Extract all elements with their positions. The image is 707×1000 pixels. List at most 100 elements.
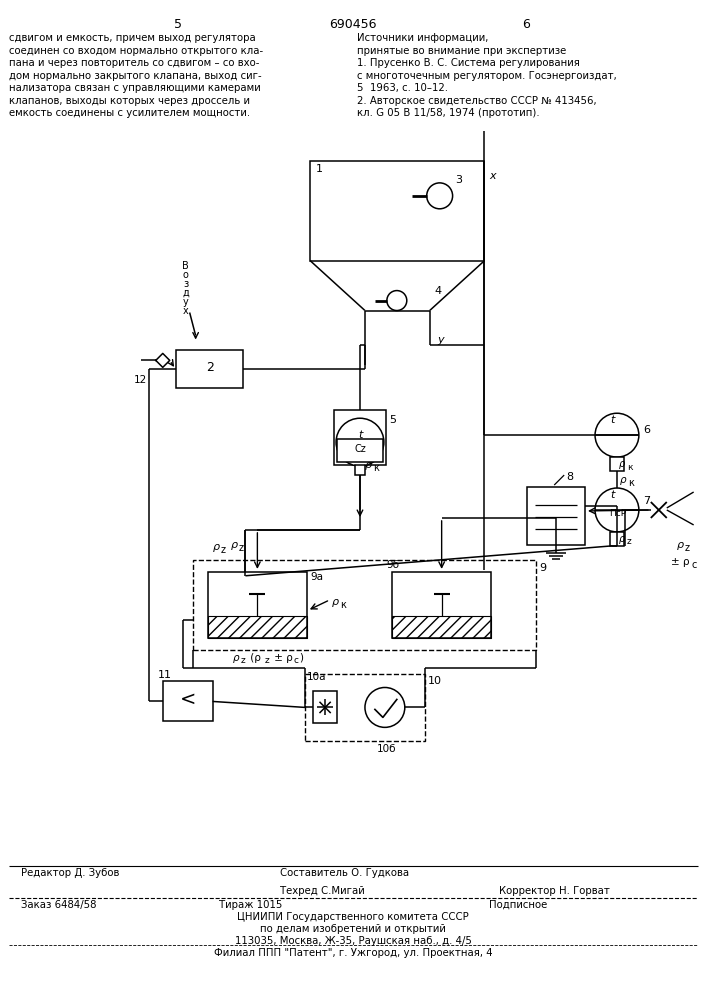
- Bar: [208, 572, 307, 638]
- Text: 3: 3: [455, 175, 462, 185]
- Text: 6: 6: [522, 18, 530, 31]
- Text: у: у: [183, 297, 189, 307]
- Text: Заказ 6484/58: Заказ 6484/58: [21, 900, 97, 910]
- Text: х: х: [183, 306, 189, 316]
- Text: z: z: [221, 545, 226, 555]
- Text: ): ): [299, 653, 303, 663]
- Text: z: z: [240, 656, 245, 665]
- Bar: [310, 161, 484, 261]
- Text: <: <: [180, 690, 196, 709]
- Text: 5: 5: [174, 18, 182, 31]
- Text: c: c: [293, 656, 298, 665]
- Text: ρ: ρ: [365, 460, 372, 470]
- Text: 1. Прусенко В. С. Система регулирования: 1. Прусенко В. С. Система регулирования: [357, 58, 580, 68]
- Text: 7: 7: [643, 496, 650, 506]
- Text: c: c: [691, 560, 697, 570]
- Text: t: t: [610, 415, 614, 425]
- Bar: [192, 560, 537, 650]
- Text: t: t: [358, 430, 362, 440]
- Text: 10б: 10б: [377, 744, 397, 754]
- Text: с многоточечным регулятором. Госэнергоиздат,: с многоточечным регулятором. Госэнергоиз…: [357, 71, 617, 81]
- Text: по делам изобретений и открытий: по делам изобретений и открытий: [260, 924, 446, 934]
- Text: 4: 4: [435, 286, 442, 296]
- Text: 5: 5: [389, 415, 396, 425]
- Text: 9б: 9б: [387, 560, 400, 570]
- Text: 1: 1: [316, 164, 323, 174]
- Text: ± ρ: ± ρ: [671, 557, 689, 567]
- Text: ρ: ρ: [677, 540, 684, 550]
- Text: x: x: [489, 171, 496, 181]
- Text: Подписное: Подписное: [489, 900, 548, 910]
- Bar: [176, 350, 243, 388]
- Text: ρ: ρ: [332, 597, 339, 607]
- Text: кл. G 05 В 11/58, 1974 (прототип).: кл. G 05 В 11/58, 1974 (прототип).: [357, 108, 539, 118]
- Circle shape: [427, 183, 452, 209]
- Text: Техред С.Мигай: Техред С.Мигай: [280, 886, 365, 896]
- Text: z: z: [264, 656, 269, 665]
- Text: z: z: [684, 543, 690, 553]
- Text: Тираж 1015: Тираж 1015: [218, 900, 282, 910]
- Text: ± ρ: ± ρ: [271, 653, 293, 663]
- Text: ρ: ρ: [620, 475, 626, 485]
- Text: к: к: [627, 463, 633, 472]
- Text: В: В: [182, 261, 189, 271]
- Bar: [337, 439, 383, 462]
- Text: 9: 9: [539, 563, 547, 573]
- Text: 690456: 690456: [329, 18, 377, 31]
- Text: 12: 12: [134, 375, 148, 385]
- Text: емкость соединены с усилителем мощности.: емкость соединены с усилителем мощности.: [9, 108, 250, 118]
- Bar: [163, 681, 213, 721]
- Text: 10а: 10а: [307, 672, 327, 682]
- Text: 8: 8: [566, 472, 573, 482]
- Text: ЦНИИПИ Государственного комитета СССР: ЦНИИПИ Государственного комитета СССР: [237, 912, 469, 922]
- Text: z: z: [627, 537, 631, 546]
- Circle shape: [336, 418, 384, 466]
- Text: нализатора связан с управляющими камерами: нализатора связан с управляющими камерам…: [9, 83, 261, 93]
- Text: принятые во внимание при экспертизе: принятые во внимание при экспертизе: [357, 46, 566, 56]
- Text: ρ: ρ: [230, 540, 238, 550]
- Text: ρ: ρ: [233, 653, 239, 663]
- Bar: [305, 674, 425, 741]
- Text: 6: 6: [643, 425, 650, 435]
- Text: z: z: [238, 543, 243, 553]
- Text: ρ: ρ: [619, 534, 625, 544]
- Bar: [392, 572, 491, 638]
- Text: соединен со входом нормально открытого кла-: соединен со входом нормально открытого к…: [9, 46, 264, 56]
- Bar: [610, 532, 624, 546]
- Text: t: t: [610, 490, 614, 500]
- Text: (ρ: (ρ: [247, 653, 262, 663]
- Text: 9а: 9а: [310, 572, 323, 582]
- Bar: [527, 487, 585, 545]
- Bar: [610, 457, 624, 471]
- Text: Составитель О. Гудкова: Составитель О. Гудкова: [280, 868, 409, 878]
- Text: д: д: [182, 288, 189, 298]
- Text: 5  1963, с. 10–12.: 5 1963, с. 10–12.: [357, 83, 448, 93]
- Text: Источники информации,: Источники информации,: [357, 33, 489, 43]
- Text: клапанов, выходы которых через дроссель и: клапанов, выходы которых через дроссель …: [9, 96, 250, 106]
- Circle shape: [595, 413, 639, 457]
- Bar: [392, 616, 491, 638]
- Text: Редактор Д. Зубов: Редактор Д. Зубов: [21, 868, 119, 878]
- Circle shape: [387, 291, 407, 311]
- Bar: [208, 616, 307, 638]
- Circle shape: [365, 687, 405, 727]
- Text: Cz: Cz: [354, 444, 366, 454]
- Text: к: к: [628, 478, 633, 488]
- Text: Филиал ППП "Патент", г. Ужгород, ул. Проектная, 4: Филиал ППП "Патент", г. Ужгород, ул. Про…: [214, 948, 492, 958]
- Bar: [334, 410, 386, 465]
- Text: ρ: ρ: [619, 459, 625, 469]
- Text: ПсР: ПсР: [609, 509, 626, 518]
- Text: к: к: [340, 600, 346, 610]
- Circle shape: [595, 488, 639, 532]
- Text: ρ: ρ: [213, 542, 220, 552]
- Text: 11: 11: [158, 670, 172, 680]
- Text: Корректор Н. Горват: Корректор Н. Горват: [499, 886, 610, 896]
- Text: 113035, Москва, Ж-35, Раушская наб., д. 4/5: 113035, Москва, Ж-35, Раушская наб., д. …: [235, 936, 472, 946]
- Text: сдвигом и емкость, причем выход регулятора: сдвигом и емкость, причем выход регулято…: [9, 33, 256, 43]
- Text: 2. Авторское свидетельство СССР № 413456,: 2. Авторское свидетельство СССР № 413456…: [357, 96, 597, 106]
- Bar: [313, 691, 337, 723]
- Text: дом нормально закрытого клапана, выход сиг-: дом нормально закрытого клапана, выход с…: [9, 71, 262, 81]
- Text: y: y: [438, 335, 444, 345]
- Text: з: з: [183, 279, 188, 289]
- Bar: [355, 465, 365, 475]
